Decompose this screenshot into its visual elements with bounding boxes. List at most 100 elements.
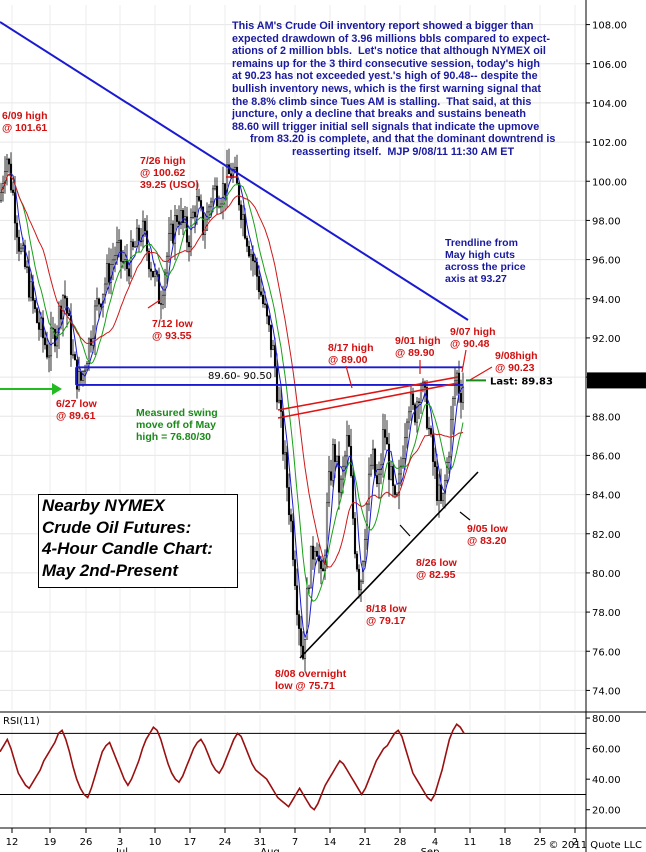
pointer-mark [399, 524, 411, 537]
price-tick-label: 86.00 [592, 451, 621, 462]
candle-body [355, 553, 359, 570]
candle-body [189, 217, 193, 248]
candle-body [285, 452, 289, 488]
candle-body [311, 545, 315, 560]
candle-body [277, 399, 281, 403]
candle-body [237, 183, 241, 206]
candle-body [201, 206, 205, 235]
annotation-9-08-high: 9/08high @ 90.23 [495, 350, 538, 374]
price-tick-label: 98.00 [592, 216, 621, 227]
candle-body [203, 229, 207, 235]
candle-body [339, 478, 343, 493]
candle-body [369, 464, 373, 475]
candle-body [133, 246, 137, 248]
price-tick-label: 108.00 [592, 21, 627, 32]
candle-body [319, 560, 323, 569]
candle-body [459, 393, 463, 403]
price-tick-label: 96.00 [592, 256, 621, 267]
candle-body [251, 254, 255, 262]
chart-title-line: Nearby NYMEX [42, 496, 165, 515]
candle-body [73, 354, 77, 361]
moving-average-line [0, 173, 464, 568]
candle-body [147, 250, 151, 270]
candle-body [291, 520, 295, 560]
candle-body [295, 585, 299, 615]
candle-body [267, 315, 271, 326]
price-tick-label: 92.00 [592, 334, 621, 345]
candle-body [315, 551, 319, 557]
candle-body [181, 210, 185, 223]
price-tick-label: 80.00 [592, 569, 621, 580]
candles-series [0, 148, 465, 672]
candle-body [247, 246, 251, 257]
annotation-9-07-high: 9/07 high @ 90.48 [450, 326, 496, 350]
price-tick-label: 78.00 [592, 608, 621, 619]
date-tick-label: 14 [324, 837, 337, 848]
candle-body [7, 158, 11, 165]
candle-body [253, 260, 257, 263]
candle-body [419, 389, 423, 403]
candle-body [197, 196, 201, 201]
date-tick-label: 18 [499, 837, 512, 848]
price-tick-label: 102.00 [592, 138, 627, 149]
candle-body [405, 421, 409, 438]
candle-body [127, 268, 131, 277]
candle-body [67, 313, 71, 316]
candle-body [415, 401, 419, 423]
candle-body [435, 466, 439, 501]
candle-body [333, 444, 337, 462]
candle-body [259, 291, 263, 296]
candle-body [113, 255, 117, 261]
candle-body [193, 211, 197, 218]
rsi-line [0, 722, 465, 811]
candle-body [239, 204, 243, 220]
candle-body [21, 245, 25, 249]
candle-body [385, 437, 389, 445]
month-label: Aug [260, 847, 280, 852]
candle-body [143, 220, 147, 232]
chart-title-box: Nearby NYMEX Crude Oil Futures: 4-Hour Can… [38, 494, 238, 588]
candle-body [115, 242, 119, 256]
annotation-8-18-low: 8/18 low @ 79.17 [366, 603, 407, 627]
price-tick-label: 84.00 [592, 491, 621, 502]
candle-body [393, 485, 397, 495]
candle-body [359, 580, 363, 591]
candle-body [327, 471, 331, 504]
candle-body [417, 401, 421, 403]
candle-body [157, 274, 161, 304]
candle-body [153, 271, 157, 277]
candle-body [279, 399, 283, 412]
candle-body [59, 305, 63, 320]
candle-body [269, 324, 273, 350]
candle-body [265, 304, 269, 317]
candle-body [289, 514, 293, 522]
date-tick-label: 21 [359, 837, 372, 848]
annotation-7-12-low: 7/12 low @ 93.55 [152, 318, 193, 342]
moving-average-line [0, 173, 464, 602]
pointer-mark [147, 299, 161, 309]
candle-body [15, 222, 19, 238]
candle-body [249, 254, 253, 257]
candle-body [365, 503, 369, 540]
candle-body [107, 263, 111, 283]
candle-body [219, 203, 223, 207]
candle-body [137, 227, 141, 242]
candle-body [411, 393, 415, 405]
commentary-text: This AM's Crude Oil inventory report sho… [232, 20, 556, 158]
price-tick-label: 76.00 [592, 647, 621, 658]
candle-body [65, 297, 69, 314]
candle-body [351, 475, 355, 519]
candle-body [425, 387, 429, 429]
date-tick-label: 19 [44, 837, 57, 848]
last-price-tag-value: 89.84 [593, 376, 625, 387]
date-tick-label: 17 [184, 837, 197, 848]
candle-body [457, 372, 461, 394]
candle-body [63, 295, 67, 299]
pointer-mark [461, 349, 467, 373]
candle-body [149, 268, 153, 272]
candle-body [135, 227, 139, 247]
annotation-8-26-low: 8/26 low @ 82.95 [416, 557, 457, 581]
candle-body [111, 259, 115, 265]
candle-body [381, 429, 385, 466]
